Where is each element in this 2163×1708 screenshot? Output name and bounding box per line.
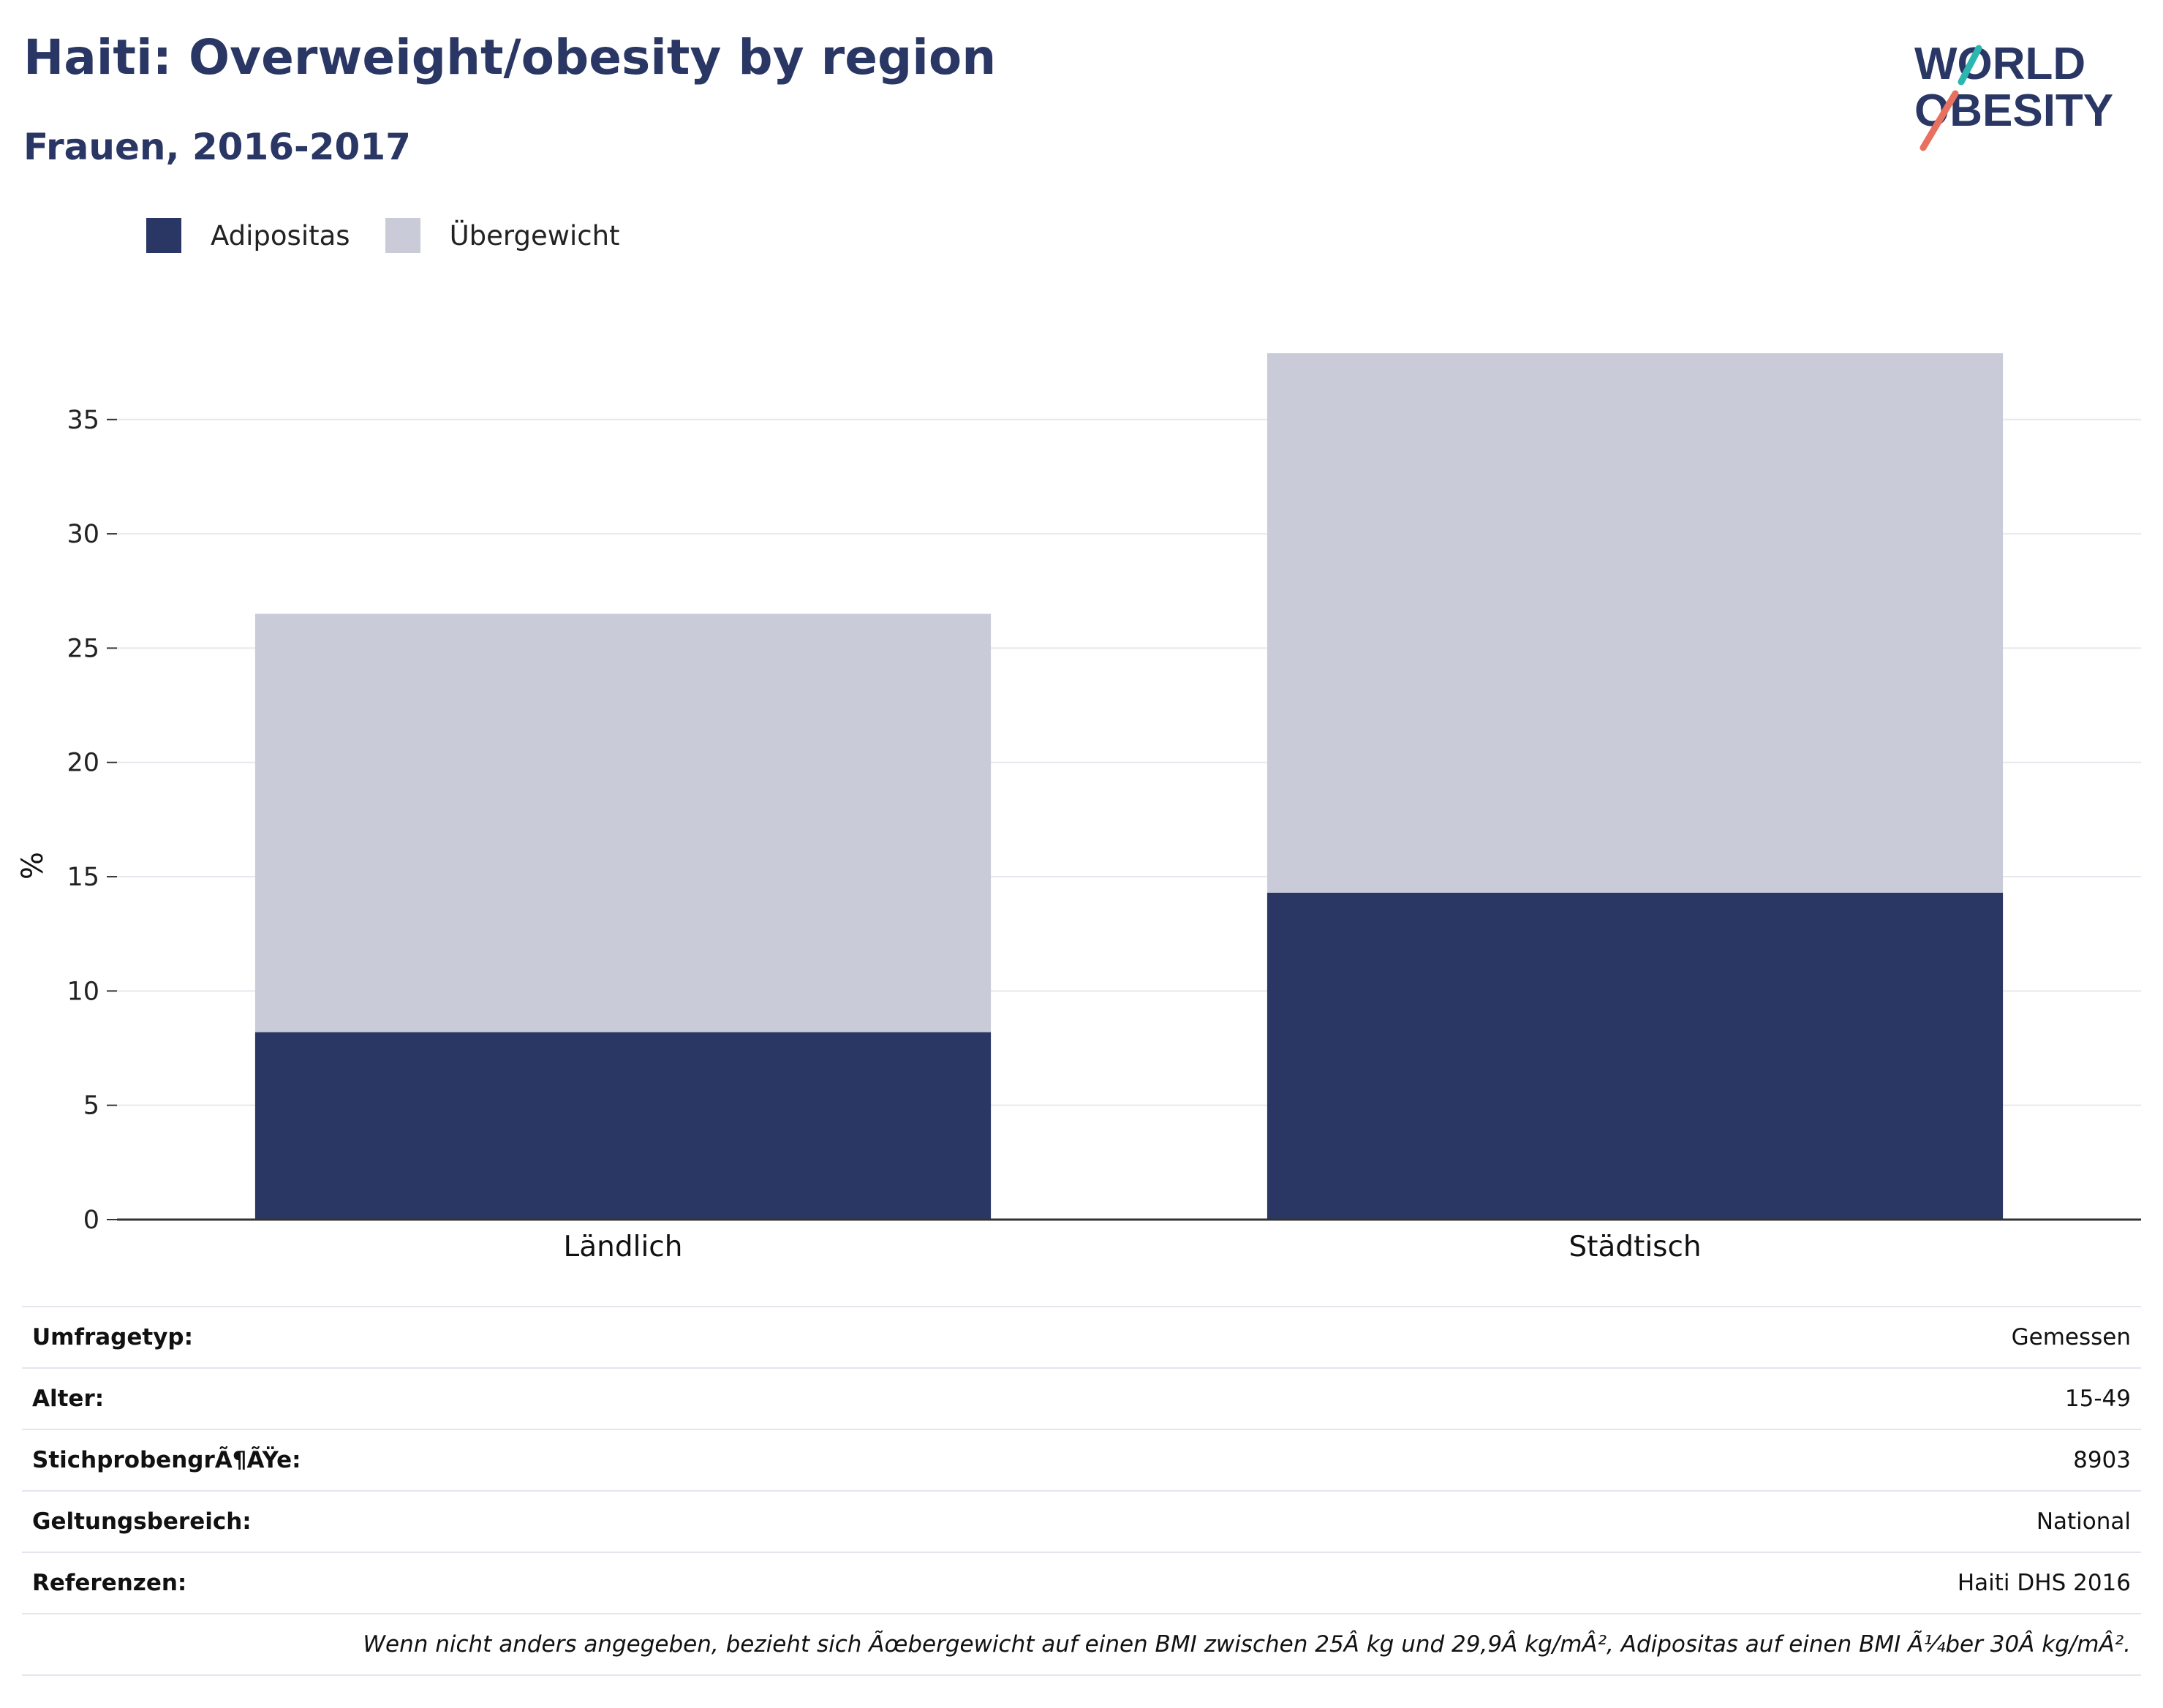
- y-tick-label: 0: [83, 1206, 99, 1235]
- legend-item-adipositas: Adipositas: [146, 218, 350, 253]
- y-tick-label: 30: [67, 520, 99, 549]
- info-label: Umfragetyp:: [22, 1306, 1291, 1368]
- legend-label-uebergewicht: Übergewicht: [449, 219, 620, 252]
- y-tick-label: 20: [67, 749, 99, 778]
- y-tick-label: 25: [67, 634, 99, 663]
- y-axis-title: %: [16, 852, 50, 880]
- y-tick-label: 5: [83, 1092, 99, 1121]
- bar-segment: [254, 1032, 992, 1220]
- info-label: Geltungsbereich:: [22, 1490, 1291, 1552]
- table-row: Referenzen: Haiti DHS 2016: [22, 1552, 2141, 1614]
- chart-title: Haiti: Overweight/obesity by region: [23, 29, 997, 86]
- info-value: 8903: [1290, 1429, 2141, 1491]
- info-label: Referenzen:: [22, 1552, 1291, 1614]
- table-row: Geltungsbereich: National: [22, 1490, 2141, 1552]
- table-row: Alter: 15-49: [22, 1367, 2141, 1429]
- world-obesity-logo: WORLD OBESITY: [1914, 39, 2113, 151]
- legend-swatch-uebergewicht: [385, 218, 420, 253]
- y-axis-ticks: 0 5 10 15 20 25 30 35: [67, 406, 117, 1235]
- bar-segment: [1267, 353, 2004, 893]
- y-tick-label: 35: [67, 406, 99, 435]
- info-label: Alter:: [22, 1367, 1291, 1429]
- bar-segment: [1267, 892, 2004, 1220]
- logo-line-1: WORLD: [1914, 39, 2085, 89]
- info-value: Haiti DHS 2016: [1290, 1552, 2141, 1614]
- survey-info-table: Umfragetyp: Gemessen Alter: 15-49 Stichp…: [22, 1306, 2141, 1676]
- definition-note: Wenn nicht anders angegeben, bezieht sic…: [22, 1613, 2141, 1676]
- info-value: 15-49: [1290, 1367, 2141, 1429]
- bar-segment: [254, 613, 992, 1032]
- x-category-label: Städtisch: [1569, 1231, 1701, 1263]
- chart-subtitle: Frauen, 2016-2017: [23, 126, 411, 168]
- stacked-bar-chart: 0 5 10 15 20 25 30 35 Ländlich Städtisch %: [16, 353, 2141, 1263]
- legend-label-adipositas: Adipositas: [211, 219, 350, 252]
- info-value: National: [1290, 1490, 2141, 1552]
- table-row: StichprobengrÃ¶ÃŸe: 8903: [22, 1429, 2141, 1491]
- y-tick-label: 10: [67, 977, 99, 1006]
- info-value: Gemessen: [1290, 1306, 2141, 1368]
- x-axis-labels: Ländlich Städtisch: [564, 1231, 1702, 1263]
- bars: [254, 353, 2004, 1220]
- x-category-label: Ländlich: [564, 1231, 683, 1263]
- info-label: StichprobengrÃ¶ÃŸe:: [22, 1429, 1291, 1491]
- table-row-note: Wenn nicht anders angegeben, bezieht sic…: [22, 1613, 2141, 1676]
- y-tick-label: 15: [67, 863, 99, 892]
- chart-legend: Adipositas Übergewicht: [146, 216, 655, 254]
- table-row: Umfragetyp: Gemessen: [22, 1306, 2141, 1368]
- legend-item-uebergewicht: Übergewicht: [385, 218, 620, 253]
- legend-swatch-adipositas: [146, 218, 181, 253]
